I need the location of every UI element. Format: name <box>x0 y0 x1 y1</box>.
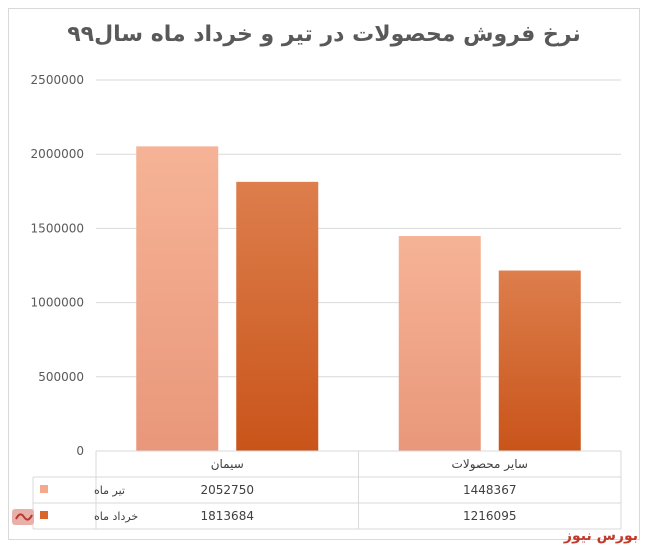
chart-title: نرخ فروش محصولات در تیر و خرداد ماه سال۹… <box>67 22 581 47</box>
legend-label: تیر ماه <box>94 484 125 497</box>
y-tick-label: 500000 <box>38 370 84 384</box>
category-label: سایر محصولات <box>452 457 528 472</box>
logo-icon <box>12 509 34 525</box>
data-label: 2052750 <box>201 483 254 497</box>
legend-swatch <box>40 511 48 519</box>
bar-khordad-1 <box>498 270 581 451</box>
bar-tir-0 <box>136 146 219 452</box>
data-label: 1813684 <box>201 509 254 523</box>
data-label: 1216095 <box>463 509 516 523</box>
data-label: 1448367 <box>463 483 516 497</box>
y-tick-label: 2500000 <box>31 73 84 87</box>
y-tick-label: 1000000 <box>31 296 84 310</box>
watermark: بورس نیوز <box>563 528 638 544</box>
y-tick-label: 0 <box>76 444 84 458</box>
y-tick-label: 2000000 <box>31 147 84 161</box>
bar-khordad-0 <box>236 181 319 451</box>
y-tick-label: 1500000 <box>31 221 84 235</box>
legend-label: خرداد ماه <box>94 510 138 523</box>
chart-frame <box>8 8 640 540</box>
legend-swatch <box>40 485 48 493</box>
bar-tir-1 <box>398 236 481 451</box>
category-label: سیمان <box>211 457 244 471</box>
